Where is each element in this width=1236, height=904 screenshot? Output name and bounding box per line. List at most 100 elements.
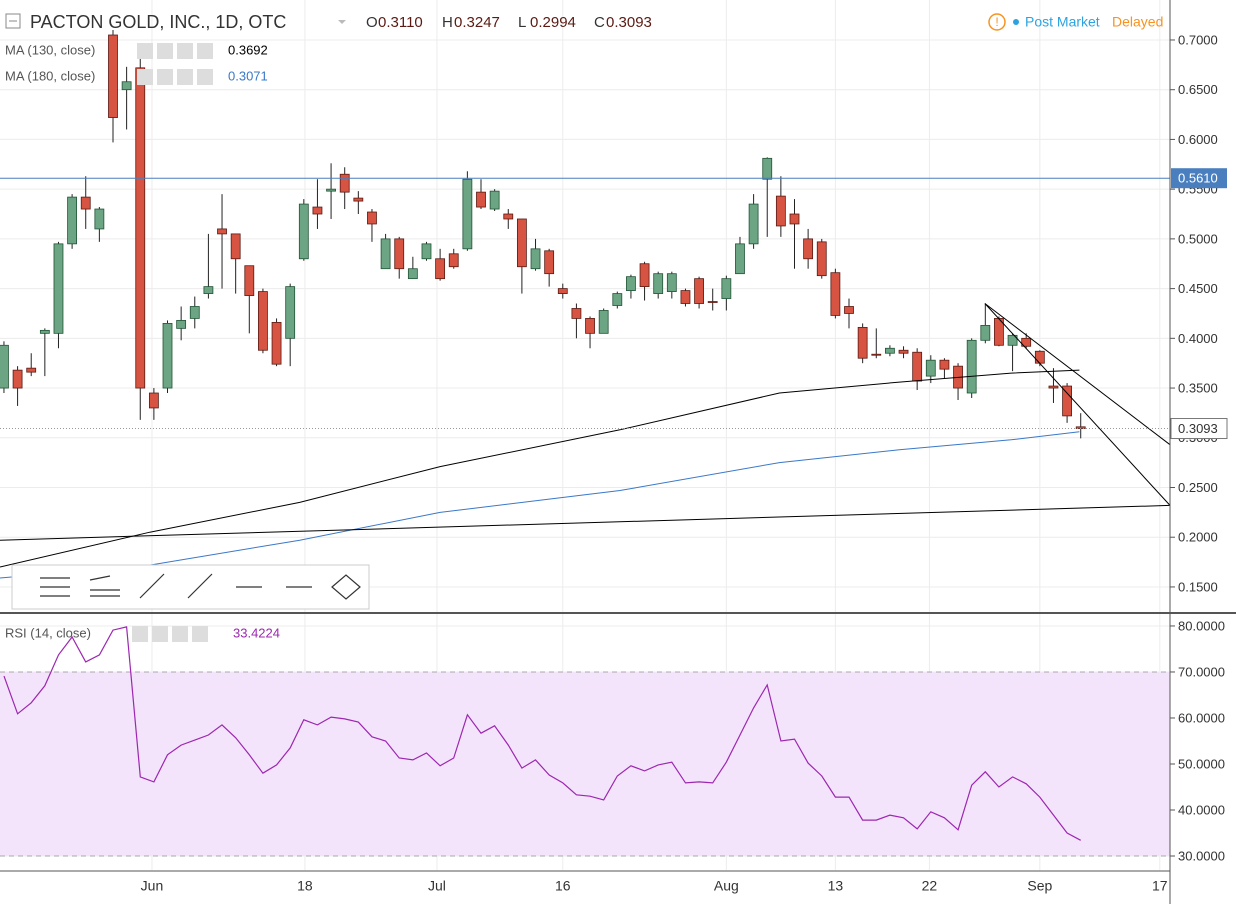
candle-body (435, 258, 446, 280)
candle-body (108, 34, 118, 118)
candle-body (244, 265, 255, 296)
candle-body (394, 238, 405, 270)
candle-body (735, 243, 745, 275)
add-button[interactable] (177, 43, 193, 59)
market-status: Post Market (1025, 14, 1100, 30)
price-tag-label: 0.5610 (1178, 171, 1218, 186)
legend-value: 0.3692 (228, 42, 268, 57)
candle-body (94, 208, 105, 230)
candle-body (803, 238, 814, 260)
candle-body (380, 238, 391, 270)
remove-button[interactable] (197, 69, 213, 85)
ohlc-value: 0.3093 (606, 14, 652, 31)
y-tick-label: 0.6000 (1178, 132, 1218, 147)
add-button[interactable] (172, 626, 188, 642)
candle-body (203, 286, 214, 294)
drawing-toolbar (11, 564, 370, 610)
trendline (984, 303, 1171, 506)
y-tick-label: 50.0000 (1178, 756, 1225, 771)
candle-body (39, 329, 50, 334)
alert-icon[interactable] (988, 13, 1006, 31)
price-tag (1171, 168, 1227, 189)
dropdown-arrow[interactable] (338, 20, 346, 24)
candle-body (503, 213, 514, 220)
y-tick-label: 0.4500 (1178, 281, 1218, 296)
ohlc-key: L (518, 14, 526, 31)
candle-body (639, 263, 650, 288)
alert-mark: ! (995, 15, 998, 29)
candle-body (748, 203, 759, 245)
x-tick-label: Sep (1027, 878, 1052, 894)
candle-body (544, 250, 555, 275)
tool-ray[interactable] (187, 573, 213, 599)
legend-label: MA (180, close) (5, 68, 95, 83)
candle-body (271, 322, 282, 365)
candle-body (653, 273, 664, 294)
candle-body (462, 178, 473, 250)
candle-body (666, 273, 677, 292)
add-button[interactable] (177, 69, 193, 85)
x-tick-label: 16 (555, 878, 571, 894)
delay-status[interactable]: Delayed (1112, 14, 1163, 30)
settings-button[interactable] (152, 626, 168, 642)
tool-trendline[interactable] (139, 573, 165, 599)
moving-average (0, 431, 1080, 579)
y-tick-label: 0.7000 (1178, 32, 1218, 47)
settings-button[interactable] (157, 69, 173, 85)
candle-body (121, 81, 132, 91)
candle-body (312, 206, 323, 215)
y-tick-label: 0.2000 (1178, 530, 1218, 545)
candle-body (626, 276, 636, 291)
tool-lines[interactable] (40, 577, 70, 597)
candle-body (12, 369, 23, 389)
candle-body (135, 67, 146, 389)
candle-body (367, 211, 377, 225)
ohlc-header: O 0.3110 H 0.3247 L 0.2994 C 0.3093 (366, 14, 652, 31)
y-tick-label: 0.2500 (1178, 480, 1218, 495)
ohlc-key: C (594, 14, 605, 31)
settings-button[interactable] (157, 43, 173, 59)
tool-shape[interactable] (331, 574, 361, 600)
x-tick-label: 18 (297, 878, 313, 894)
remove-button[interactable] (192, 626, 208, 642)
rsi-band (0, 671, 1170, 857)
eye-button[interactable] (132, 626, 148, 642)
candle-body (176, 320, 187, 329)
price-tag-label: 0.3093 (1178, 421, 1218, 436)
eye-button[interactable] (137, 43, 153, 59)
candle-body (871, 353, 882, 356)
x-tick-label: 17 (1152, 878, 1168, 894)
collapse-button[interactable] (5, 13, 21, 29)
candle-body (80, 196, 91, 210)
candle-body (571, 308, 582, 319)
tool-fib[interactable] (89, 575, 120, 597)
candle-body (775, 195, 786, 227)
candle-body (1062, 385, 1072, 417)
candle-body (1048, 385, 1059, 389)
y-tick-label: 70.0000 (1178, 664, 1225, 679)
candle-body (939, 359, 950, 370)
eye-button[interactable] (137, 69, 153, 85)
remove-button[interactable] (197, 43, 213, 59)
ohlc-value: 0.3247 (454, 14, 500, 31)
x-tick-label: Jun (141, 878, 164, 894)
legend-value: 33.4224 (233, 625, 280, 640)
candle-body (966, 339, 977, 394)
x-tick-label: 13 (828, 878, 844, 894)
candle-body (762, 157, 773, 180)
legend-buttons (132, 43, 213, 642)
candle-body (258, 291, 268, 351)
candle-body (585, 318, 595, 334)
candle-body (680, 290, 691, 304)
candle-body (353, 197, 364, 202)
candle-body (707, 301, 718, 303)
candle-body (1007, 334, 1018, 346)
x-tick-label: 22 (922, 878, 938, 894)
candle-body (0, 344, 9, 389)
x-tick-label: Aug (714, 878, 739, 894)
candle-body (148, 392, 159, 409)
candle-body (489, 190, 500, 210)
rsi-line (3, 626, 1081, 841)
